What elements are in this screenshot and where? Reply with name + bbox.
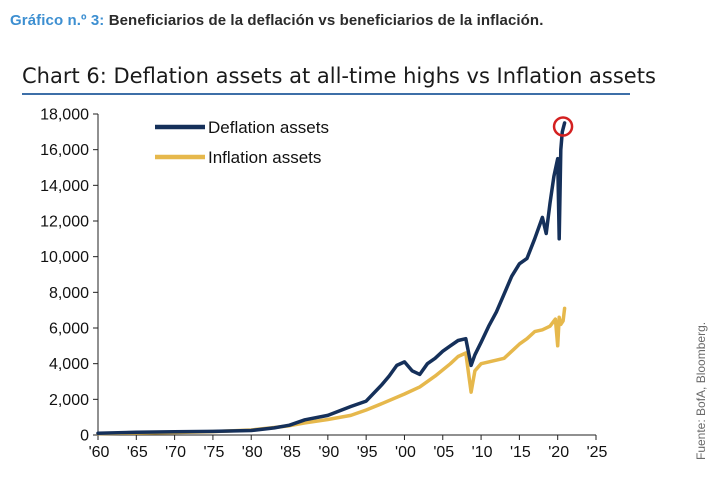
- x-tick-label: '00: [395, 444, 416, 461]
- x-tick-label: '10: [472, 444, 493, 461]
- x-tick-label: '70: [165, 444, 186, 461]
- y-tick-label: 2,000: [49, 392, 89, 409]
- x-tick-label: '75: [203, 444, 224, 461]
- series-line-deflation-assets: [96, 121, 567, 435]
- legend-label-deflation-assets: Deflation assets: [208, 118, 329, 137]
- x-tick-label: '20: [548, 444, 569, 461]
- x-tick-label: '25: [587, 444, 608, 461]
- chart-title: Chart 6: Deflation assets at all-time hi…: [22, 64, 656, 88]
- y-tick-label: 12,000: [40, 214, 89, 231]
- figure-caption-text: Beneficiarios de la deflación vs benefic…: [108, 12, 544, 29]
- y-tick-label: 4,000: [49, 356, 89, 373]
- x-tick-label: '90: [318, 444, 339, 461]
- series-lines: [96, 121, 567, 436]
- y-tick-label: 0: [80, 428, 89, 445]
- x-tick-label: '80: [242, 444, 263, 461]
- annotations: [552, 116, 574, 137]
- y-tick-label: 14,000: [40, 178, 89, 195]
- x-tick-label: '60: [89, 444, 110, 461]
- y-tick-label: 6,000: [49, 321, 89, 338]
- legend-label-inflation-assets: Inflation assets: [208, 148, 321, 167]
- axes: 0 2,000 4,000 6,000 8,000 10,000 12,000 14,000 1…: [40, 107, 607, 462]
- x-tick-label: '15: [510, 444, 531, 461]
- y-tick-label: 10,000: [40, 249, 89, 266]
- y-tick-label: 8,000: [49, 285, 89, 302]
- figure-number: Gráfico n.º 3:: [10, 12, 105, 29]
- legend: Deflation assets Inflation assets: [155, 118, 329, 167]
- y-tick-label: 16,000: [40, 142, 89, 159]
- x-tick-label: '95: [357, 444, 378, 461]
- figure-caption: Gráfico n.º 3: Beneficiarios de la defla…: [10, 12, 543, 29]
- highlight-circle: [552, 116, 574, 137]
- x-tick-label: '65: [127, 444, 148, 461]
- x-tick-label: '05: [433, 444, 454, 461]
- y-tick-label: 18,000: [40, 107, 89, 124]
- source-note: Fuente: BofA, Bloomberg.: [694, 321, 708, 460]
- title-underline: [22, 93, 630, 95]
- x-tick-label: '85: [280, 444, 301, 461]
